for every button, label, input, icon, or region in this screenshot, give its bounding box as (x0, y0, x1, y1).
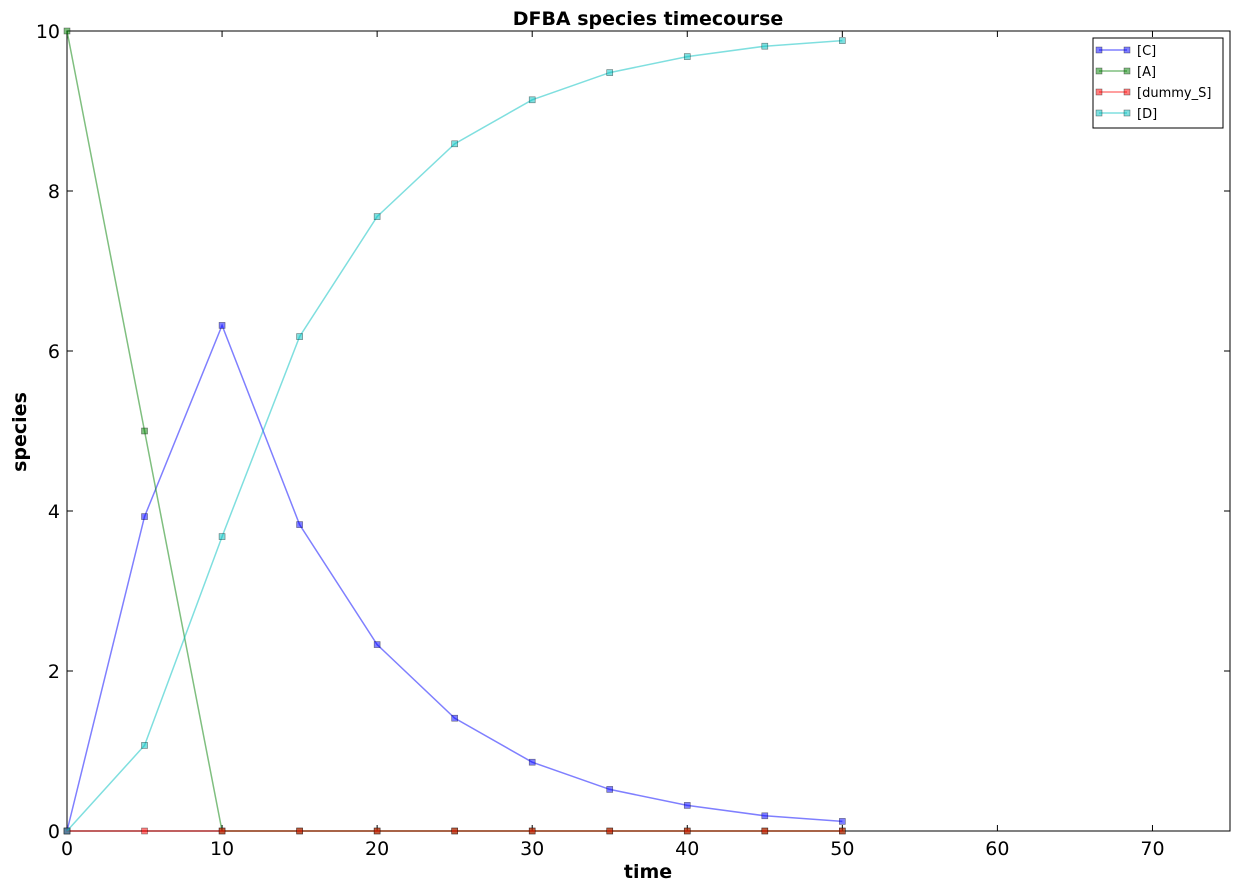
legend-label: [A] (1137, 65, 1156, 80)
legend-marker (1095, 46, 1103, 54)
series-a (63, 27, 846, 835)
y-tick-label: 6 (48, 341, 60, 363)
legend-marker (1123, 88, 1131, 96)
x-tick-label: 70 (1140, 838, 1164, 860)
series-d (63, 37, 846, 835)
legend-item: [D] (1095, 107, 1157, 122)
y-axis-title: species (9, 392, 31, 472)
data-point (296, 827, 303, 835)
data-point (683, 802, 691, 809)
legend-label: [D] (1137, 107, 1157, 122)
data-point (683, 827, 691, 835)
data-point (373, 213, 381, 220)
data-point (218, 827, 226, 835)
data-point (373, 827, 381, 835)
series-line (66, 39, 843, 832)
x-tick-label: 30 (520, 838, 544, 860)
legend: [C] [A] [dummy_S] [D] (1092, 37, 1224, 129)
data-point (761, 42, 769, 50)
y-tick-label: 0 (48, 821, 60, 843)
data-point (218, 322, 226, 329)
data-point (528, 758, 536, 766)
data-point (528, 827, 536, 835)
legend-marker (1123, 109, 1131, 117)
series-line (66, 323, 843, 832)
y-tick-label: 4 (48, 501, 60, 523)
data-point (141, 427, 148, 435)
data-point (451, 827, 458, 835)
legend-box (1092, 37, 1224, 129)
axis-ticks: 0 10 20 30 40 50 60 70 0 2 4 6 8 10 (36, 21, 1230, 860)
legend-marker (1123, 67, 1131, 75)
x-tick-label: 50 (830, 838, 854, 860)
data-point (63, 827, 71, 835)
series-c (63, 322, 846, 835)
series-layer (63, 27, 846, 835)
legend-marker (1095, 109, 1103, 117)
legend-marker (1095, 67, 1103, 75)
data-point (606, 827, 614, 835)
data-point (839, 827, 846, 835)
plot-area-frame (66, 30, 1231, 832)
y-tick-label: 8 (48, 181, 60, 203)
x-axis-title: time (624, 861, 672, 883)
series-line (66, 30, 843, 832)
data-point (839, 37, 846, 44)
data-point (839, 818, 846, 825)
legend-item: [C] (1095, 44, 1156, 59)
legend-label: [C] (1137, 44, 1156, 59)
data-point (606, 69, 614, 76)
x-tick-label: 60 (985, 838, 1009, 860)
data-point (606, 786, 614, 793)
data-point (63, 27, 71, 35)
data-point (761, 812, 769, 820)
data-point (141, 827, 148, 835)
data-point (451, 140, 458, 148)
y-tick-label: 10 (36, 21, 60, 43)
data-point (141, 742, 148, 749)
chart-title: DFBA species timecourse (513, 8, 784, 30)
data-point (761, 827, 769, 835)
x-tick-label: 0 (61, 838, 73, 860)
data-point (296, 333, 303, 340)
x-tick-label: 10 (210, 838, 234, 860)
y-tick-label: 2 (48, 661, 60, 683)
x-tick-label: 40 (675, 838, 699, 860)
legend-label: [dummy_S] (1137, 86, 1211, 101)
series-dummy-s (63, 827, 846, 835)
data-point (373, 641, 381, 648)
data-point (296, 521, 303, 528)
legend-item: [A] (1095, 65, 1156, 80)
legend-marker (1123, 46, 1131, 54)
legend-item: [dummy_S] (1095, 86, 1211, 101)
data-point (141, 513, 148, 520)
data-point (218, 533, 226, 540)
legend-marker (1095, 88, 1103, 96)
x-tick-label: 20 (365, 838, 389, 860)
data-point (683, 53, 691, 60)
data-point (451, 714, 458, 722)
data-point (528, 96, 536, 104)
